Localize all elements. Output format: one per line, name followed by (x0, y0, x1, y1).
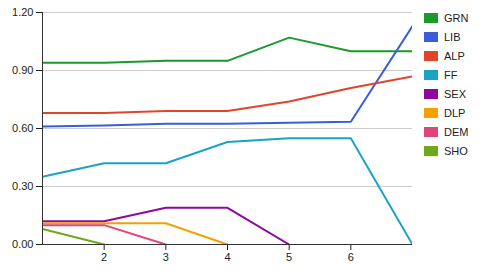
svg-text:2: 2 (101, 251, 107, 263)
svg-text:0.60: 0.60 (12, 122, 33, 134)
svg-text:1.20: 1.20 (12, 6, 33, 18)
svg-text:0.90: 0.90 (12, 64, 33, 76)
svg-text:5: 5 (286, 251, 292, 263)
html-text:ALP: ALP (444, 49, 465, 62)
html-text:LIB: LIB (444, 30, 461, 43)
html-text:DLP: DLP (444, 106, 466, 119)
svg-text:3: 3 (163, 251, 169, 263)
svg-text:6: 6 (348, 251, 354, 263)
svg-text:0.00: 0.00 (12, 238, 33, 250)
svg-text:4: 4 (224, 251, 230, 263)
html-text:DEM: DEM (444, 125, 469, 138)
html-text:FF: FF (444, 68, 458, 81)
svg-text:0.30: 0.30 (12, 180, 33, 192)
html-text:GRN: GRN (444, 11, 469, 24)
html-text:SEX: SEX (444, 87, 466, 100)
html-text:SHO: SHO (444, 144, 468, 157)
